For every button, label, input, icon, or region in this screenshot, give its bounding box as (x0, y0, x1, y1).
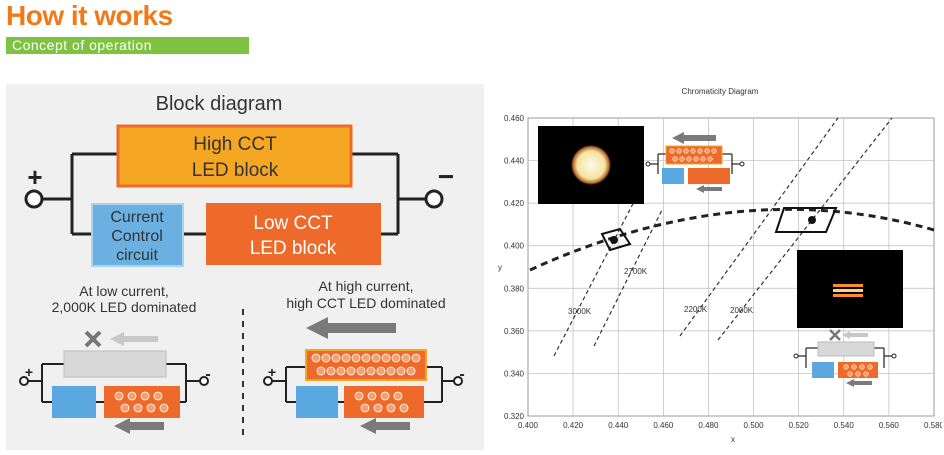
y-tick-label: 0.360 (504, 327, 525, 336)
low-cct-label-1: Low CCT (253, 213, 333, 234)
photo-low-current-inset (538, 126, 644, 204)
x-tick-label: 0.440 (608, 421, 629, 430)
current-control-label-3: circuit (116, 247, 158, 264)
x-axis-label: x (731, 435, 735, 444)
high-control-block (296, 386, 338, 418)
low-minus-terminal (199, 376, 209, 386)
x-tick-labels: 0.400 0.420 0.440 0.460 0.480 0.500 0.520 0.540… (518, 421, 944, 430)
x-tick-label: 0.560 (879, 421, 900, 430)
current-control-circuit-block (91, 203, 184, 267)
low-plus-sign: + (25, 364, 33, 380)
isotherm-label-2700k: 2700K (624, 267, 648, 276)
low-plus-terminal (19, 376, 29, 386)
y-tick-label: 0.440 (504, 157, 525, 166)
isotherm-label-2000k: 2000K (730, 306, 754, 315)
high-plus-sign: + (268, 364, 276, 380)
low-control-block (52, 386, 96, 418)
plus-terminal (24, 189, 44, 209)
low-cct-led-block (206, 203, 381, 265)
isotherm-label-3000k: 3000K (568, 307, 592, 316)
main-circuit-wires (42, 152, 426, 236)
high-plus-terminal (263, 376, 273, 386)
chromaticity-panel: Chromaticity Diagram 0.400 0.420 0.440 0.46… (490, 84, 944, 450)
y-tick-label: 0.380 (504, 284, 525, 293)
minus-sign: − (438, 161, 454, 192)
blocked-arrow-x-icon (84, 330, 158, 348)
current-control-label-1: Current (110, 209, 164, 226)
y-tick-label: 0.320 (504, 412, 525, 421)
low-current-arrow-icon (114, 418, 164, 434)
page-title: How it works (6, 0, 173, 31)
high-current-caption-1: At high current, (319, 278, 414, 294)
y-tick-label: 0.340 (504, 369, 525, 378)
block-diagram-svg: Block diagram + − High CCT LED block Cur… (19, 93, 465, 440)
y-axis-label: y (498, 263, 502, 272)
high-led-dots-bottom (354, 391, 409, 413)
high-minus-terminal (453, 376, 463, 386)
minus-terminal (424, 189, 444, 209)
y-tick-label: 0.460 (504, 114, 525, 123)
low-minus-sign: - (205, 366, 210, 383)
low-low-block (104, 386, 180, 418)
block-diagram-title: Block diagram (156, 93, 283, 115)
high-low-block (344, 386, 424, 418)
high-current-circuit: + - (263, 317, 465, 434)
high-current-arrow-bottom-icon (360, 418, 410, 434)
low-current-caption-1: At low current, (79, 283, 168, 299)
low-current-caption-2: 2,000K LED dominated (52, 299, 197, 315)
high-cct-label-1: High CCT (193, 134, 277, 155)
block-diagram-panel: Block diagram + − High CCT LED block Cur… (6, 84, 484, 450)
plus-sign: + (27, 162, 42, 192)
high-current-arrow-top-icon (306, 317, 396, 339)
inset-circuit-low-on (793, 329, 897, 387)
chromaticity-diagram-svg: Chromaticity Diagram 0.400 0.420 0.440 0.46… (498, 87, 944, 444)
isotherm-lines (553, 117, 893, 357)
high-cct-led-block (116, 124, 353, 188)
x-tick-label: 0.460 (653, 421, 674, 430)
current-control-label-2: Control (111, 228, 163, 245)
low-high-block-off (63, 350, 167, 378)
low-led-dots (114, 391, 169, 413)
bin-point-low (610, 236, 618, 244)
inset-circuit-high-on (645, 132, 745, 193)
page-subtitle: Concept of operation (6, 37, 249, 54)
x-tick-label: 0.540 (834, 421, 855, 430)
chromaticity-title: Chromaticity Diagram (682, 87, 759, 96)
x-tick-label: 0.500 (744, 421, 765, 430)
x-tick-label: 0.520 (789, 421, 810, 430)
bin-point-high (808, 216, 816, 224)
high-current-caption-2: high CCT LED dominated (286, 295, 445, 311)
planckian-locus-curve (529, 207, 935, 272)
x-tick-label: 0.420 (563, 421, 584, 430)
x-tick-label: 0.480 (698, 421, 719, 430)
x-tick-label: 0.400 (518, 421, 539, 430)
low-current-circuit: + - (19, 330, 211, 434)
y-tick-label: 0.400 (504, 242, 525, 251)
low-cct-label-2: LED block (250, 238, 337, 259)
isotherm-label-2200k: 2200K (684, 305, 708, 314)
x-tick-label: 0.580 (924, 421, 942, 430)
inset-blocked-x-icon (829, 329, 868, 341)
high-cct-label-2: LED block (192, 160, 279, 181)
photo-high-current-inset (797, 250, 903, 328)
high-led-dots-top (311, 353, 421, 376)
y-tick-labels: 0.460 0.440 0.420 0.400 0.380 0.360 0.340 0.320 (504, 114, 525, 421)
high-minus-sign: - (459, 366, 464, 383)
y-tick-label: 0.420 (504, 199, 525, 208)
bin-quadrilateral-high (774, 207, 838, 233)
bin-quadrilateral-low (600, 227, 632, 252)
